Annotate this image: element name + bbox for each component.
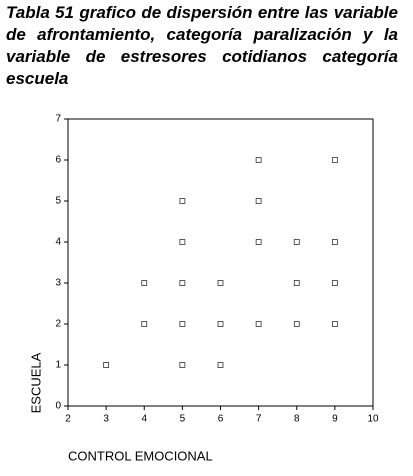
point bbox=[141, 321, 148, 327]
point bbox=[103, 362, 110, 368]
y-tick-label: 2 bbox=[55, 319, 61, 330]
y-tick-label: 4 bbox=[55, 237, 61, 248]
point bbox=[179, 280, 186, 286]
y-tick-label: 0 bbox=[55, 401, 61, 412]
y-tick-label: 6 bbox=[55, 155, 61, 166]
point bbox=[179, 198, 186, 204]
x-tick-label: 10 bbox=[367, 414, 379, 425]
y-tick-label: 1 bbox=[55, 360, 61, 371]
x-tick-label: 4 bbox=[141, 414, 147, 425]
y-tick-label: 7 bbox=[55, 114, 61, 125]
point bbox=[293, 321, 300, 327]
point bbox=[217, 280, 224, 286]
point bbox=[179, 239, 186, 245]
point bbox=[255, 157, 262, 163]
x-tick-label: 2 bbox=[65, 414, 71, 425]
point bbox=[331, 239, 338, 245]
point bbox=[179, 321, 186, 327]
chart-title: Tabla 51 grafico de dispersión entre las… bbox=[6, 3, 398, 88]
point bbox=[217, 321, 224, 327]
point bbox=[293, 239, 300, 245]
point bbox=[331, 280, 338, 286]
y-tick-label: 3 bbox=[55, 278, 61, 289]
point bbox=[141, 280, 148, 286]
y-tick-label: 5 bbox=[55, 196, 61, 207]
point bbox=[255, 239, 262, 245]
x-tick-label: 5 bbox=[180, 414, 186, 425]
x-tick-label: 6 bbox=[218, 414, 224, 425]
y-axis-label: ESCUELA bbox=[28, 352, 43, 413]
point bbox=[217, 362, 224, 368]
x-tick-label: 7 bbox=[256, 414, 262, 425]
point bbox=[255, 321, 262, 327]
point bbox=[179, 362, 186, 368]
x-tick-label: 9 bbox=[332, 414, 338, 425]
point bbox=[331, 157, 338, 163]
x-axis-label: CONTROL EMOCIONAL bbox=[68, 448, 213, 463]
x-tick-label: 3 bbox=[103, 414, 109, 425]
point bbox=[331, 321, 338, 327]
x-tick-label: 8 bbox=[294, 414, 300, 425]
point bbox=[255, 198, 262, 204]
point bbox=[293, 280, 300, 286]
